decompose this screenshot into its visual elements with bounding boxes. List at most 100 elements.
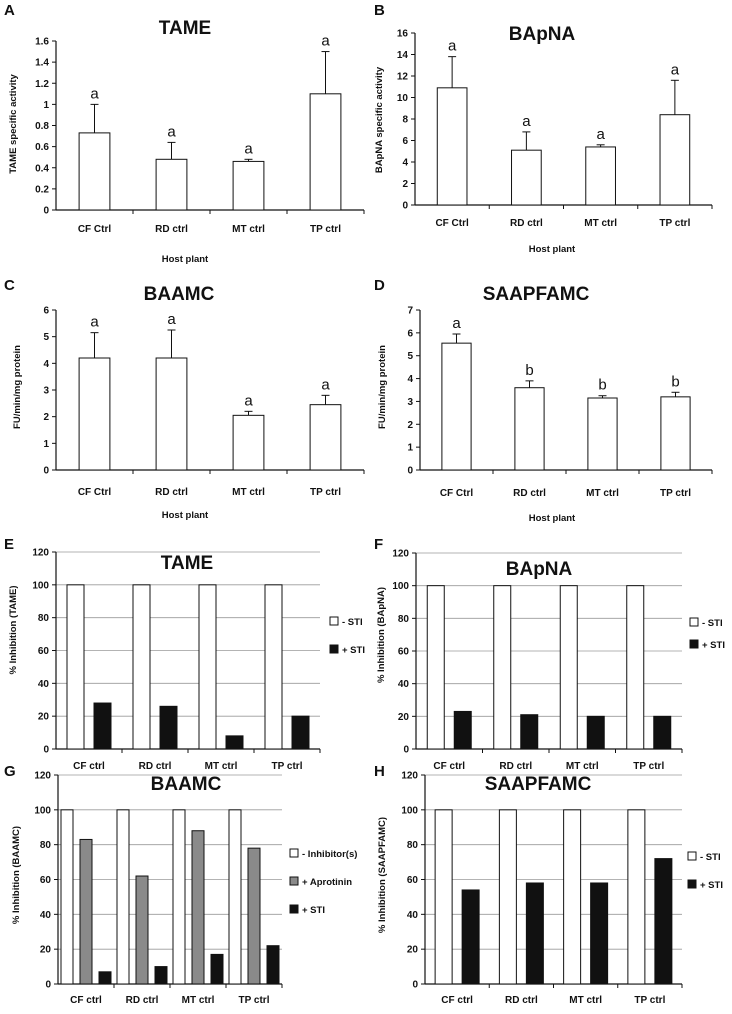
panel-d-significance-1: b <box>525 362 533 379</box>
panel-b-category-1: RD ctrl <box>510 218 543 229</box>
panel-a-category-3: TP ctrl <box>310 224 341 235</box>
panel-g-legend: - Inhibitor(s) + Aprotinin + STI <box>289 848 357 916</box>
panel-g-category-1: RD ctrl <box>126 995 159 1006</box>
panel-g-bar-2-2 <box>210 953 224 985</box>
panel-d-ytick-label-3: 3 <box>407 397 413 408</box>
panel-c-bar-2 <box>232 414 265 471</box>
panel-e-ytick-label-1: 20 <box>38 712 50 723</box>
panel-h-legend-swatch-1 <box>687 879 697 889</box>
panel-h-ytick-label-3: 60 <box>407 875 419 886</box>
panel-e-bar-0-1 <box>93 702 112 750</box>
panel-h-category-1: RD ctrl <box>505 995 538 1006</box>
panel-b-category-2: MT ctrl <box>584 218 617 229</box>
panel-f-ytick-label-1: 20 <box>398 712 410 723</box>
panel-b-ytick-label-8: 16 <box>397 29 409 40</box>
panel-a-bar-3 <box>309 93 342 211</box>
panel-e-bar-2-0 <box>198 584 217 750</box>
panel-h-legend-label-1: + STI <box>700 880 723 891</box>
panel-f-legend-swatch-1 <box>689 639 699 649</box>
panel-b-ytick-label-5: 10 <box>397 93 409 104</box>
panel-f-legend-swatch-0 <box>689 617 699 627</box>
panel-g-bar-1-1 <box>135 875 149 985</box>
panel-f-ytick-label-2: 40 <box>398 679 410 690</box>
panel-d-ytick-label-4: 4 <box>407 374 413 385</box>
panel-f-legend-label-1: + STI <box>702 640 725 651</box>
panel-h-bar-3-1 <box>654 858 673 985</box>
panel-h-bar-3-0 <box>627 809 646 985</box>
panel-d-ytick-label-7: 7 <box>407 306 413 317</box>
panel-b-bar-3 <box>659 114 691 206</box>
panel-b-ylabel: BApNA specific activity <box>374 66 385 173</box>
panel-g-ytick-label-5: 100 <box>34 805 51 816</box>
panel-d-title: SAAPFAMC <box>483 284 590 305</box>
panel-g-ytick-label-1: 20 <box>40 945 52 956</box>
panel-e-category-2: MT ctrl <box>205 761 238 772</box>
panel-b-bar-2 <box>585 146 616 206</box>
panel-h-ytick-label-5: 100 <box>401 805 418 816</box>
panel-b-bar-1 <box>511 149 542 206</box>
panel-g-bar-3-2 <box>266 945 280 985</box>
panel-h-ytick-label-1: 20 <box>407 945 419 956</box>
panel-e-bar-1-1 <box>159 705 178 750</box>
panel-e-ylabel: % Inhibition (TAME) <box>8 586 19 675</box>
panel-h-legend-label-0: - STI <box>700 852 721 863</box>
panel-h-ytick-label-2: 40 <box>407 910 419 921</box>
panel-c-ytick-label-4: 4 <box>43 359 49 370</box>
panel-a-bar-2 <box>232 160 265 211</box>
panel-a-significance-3: a <box>321 33 330 50</box>
panel-g-bar-2-1 <box>191 830 205 985</box>
panel-f-plot: 0 20 40 60 80 100 120 CF ctrl RD ctrl MT ctrl TP c… <box>392 549 683 772</box>
panel-a-ytick-label-1: 0.2 <box>35 184 49 195</box>
panel-c-significance-0: a <box>90 314 99 331</box>
panel-g-category-2: MT ctrl <box>182 995 215 1006</box>
panel-f-ytick-label-3: 60 <box>398 647 410 658</box>
panel-e-letter: E <box>4 536 14 553</box>
panel-c-xlabel: Host plant <box>162 510 209 521</box>
panel-h-bar-2-0 <box>563 809 582 985</box>
panel-d-bar-0 <box>441 342 472 471</box>
panel-f-bar-3-0 <box>626 585 645 750</box>
panel-f-category-1: RD ctrl <box>499 761 532 772</box>
panel-b-ytick-label-2: 4 <box>402 158 408 169</box>
panel-h-category-3: TP ctrl <box>634 995 665 1006</box>
panel-b-ytick-label-3: 6 <box>402 136 408 147</box>
panel-f-category-0: CF ctrl <box>433 761 465 772</box>
panel-c-bar-3 <box>309 404 342 471</box>
panel-d-bar-2 <box>587 397 618 471</box>
panel-c-title: BAAMC <box>144 284 215 305</box>
panel-a-ytick-label-6: 1.2 <box>35 79 49 90</box>
panel-f-category-2: MT ctrl <box>566 761 599 772</box>
panel-g-bar-0-1 <box>79 838 93 985</box>
panel-c-ytick-label-1: 1 <box>43 439 49 450</box>
panel-b-bar-0 <box>436 87 468 206</box>
panel-a-category-1: RD ctrl <box>155 224 188 235</box>
panel-a-plot: 0 0.2 0.4 0.6 0.8 1 1.2 1.4 1.6 CF Ctrl a RD ctrl a M… <box>35 33 365 235</box>
panel-h-bar-2-1 <box>590 882 609 985</box>
panel-g-bar-0-0 <box>60 809 74 985</box>
panel-b-ytick-label-7: 14 <box>397 50 409 61</box>
panel-g-category-0: CF ctrl <box>70 995 102 1006</box>
panel-f-ytick-label-5: 100 <box>392 581 409 592</box>
panel-e-category-1: RD ctrl <box>139 761 172 772</box>
panel-a-xlabel: Host plant <box>162 254 209 265</box>
panel-g-ytick-label-6: 120 <box>34 771 51 782</box>
panel-g-bar-0-2 <box>98 971 112 985</box>
panel-f-ytick-label-4: 80 <box>398 614 410 625</box>
panel-g-legend-swatch-1 <box>289 876 299 886</box>
panel-e-legend-swatch-0 <box>329 616 339 626</box>
panel-e-legend-swatch-1 <box>329 644 339 654</box>
panel-d-category-1: RD ctrl <box>513 488 546 499</box>
panel-g-category-3: TP ctrl <box>239 995 270 1006</box>
panel-a-ytick-label-3: 0.6 <box>35 142 49 153</box>
panel-f-letter: F <box>374 536 383 553</box>
panel-a-ytick-label-8: 1.6 <box>35 37 49 48</box>
panel-e-bar-3-1 <box>291 715 310 750</box>
panel-d: D SAAPFAMC FU/min/mg protein Host plant … <box>374 277 713 524</box>
panel-a-ytick-label-2: 0.4 <box>35 163 49 174</box>
panel-e-bar-3-0 <box>264 584 283 750</box>
panel-h-ylabel: % Inhibition (SAAPFAMC) <box>377 817 388 933</box>
panel-b-letter: B <box>374 2 385 19</box>
panel-c: C BAAMC FU/min/mg protein Host plant 0 1 2… <box>4 277 365 521</box>
panel-h-category-0: CF ctrl <box>441 995 473 1006</box>
panel-c-category-3: TP ctrl <box>310 487 341 498</box>
